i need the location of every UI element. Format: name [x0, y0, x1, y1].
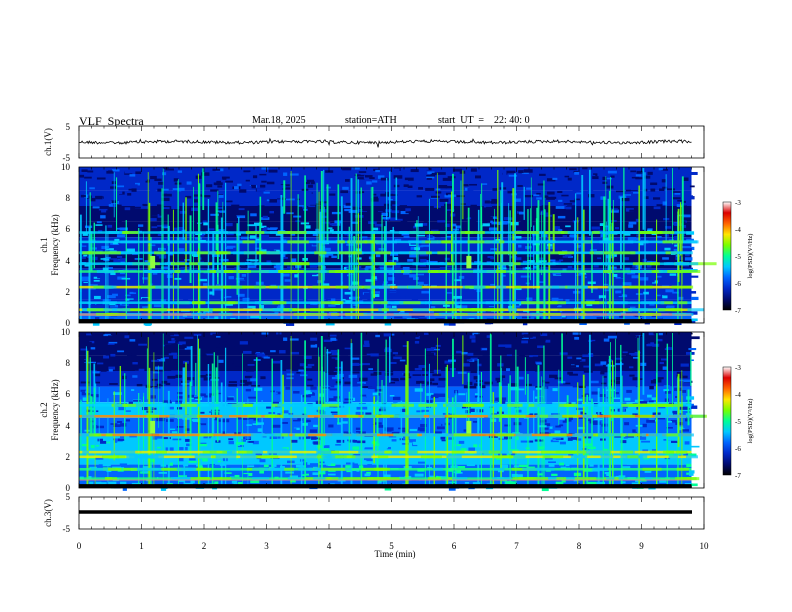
ch2-spec-ytick-10: 10	[61, 327, 71, 337]
ch1-spectrogram-panel: 0 2 4 6 8 10 ch.1 Frequency (kHz)	[39, 162, 717, 328]
ch3-waveform-ticks	[78, 497, 705, 529]
ch1-waveform-line	[78, 137, 692, 148]
x-tick-label: 6	[452, 541, 457, 551]
x-tick-label: 1	[139, 541, 144, 551]
x-tick-label: 4	[327, 541, 332, 551]
ch1-spec-ytick-4: 4	[66, 256, 71, 266]
ch1-cbar-tick-m5: -5	[735, 253, 741, 261]
ch3-waveform-ytick-bottom: -5	[63, 524, 71, 534]
ch2-cbar-tick-m7: -7	[735, 472, 741, 480]
ch3-waveform-panel: 5 -5 ch.3(V)	[43, 492, 705, 534]
ch2-spec-ytick-6: 6	[66, 389, 71, 399]
start-time-label: start UT = 22: 40: 0	[438, 115, 530, 126]
x-tick-label: 3	[264, 541, 269, 551]
ch1-colorbar: -3 -4 -5 -6 -7 log(PSD)(V²/Hz)	[722, 199, 754, 315]
ch2-spectrogram-panel: 0 2 4 6 8 10 ch.2 Frequency (kHz)	[39, 327, 707, 493]
ch1-spec-ytick-2: 2	[66, 287, 71, 297]
ch2-colorbar: -3 -4 -5 -6 -7 log(PSD)(V²/Hz)	[722, 364, 754, 480]
ch1-cbar-tick-m6: -6	[735, 280, 741, 288]
ch1-cbar-tick-m7: -7	[735, 307, 741, 315]
ch2-spec-ytick-4: 4	[66, 421, 71, 431]
ch2-spec-ylabel: ch.2	[39, 402, 49, 417]
ch1-spec-ytick-10: 10	[61, 162, 71, 172]
x-tick-label: 0	[77, 541, 82, 551]
ch1-spec-ytick-8: 8	[66, 193, 71, 203]
ch1-waveform-ytick-top: 5	[66, 122, 71, 132]
ch1-cbar-label: log(PSD)(V²/Hz)	[747, 234, 754, 279]
ch1-waveform-ticks	[78, 126, 705, 158]
ch1-waveform-panel: 5 -5 ch.1(V)	[43, 122, 705, 163]
ch1-cbar-tick-m4: -4	[735, 226, 741, 234]
ch2-cbar-tick-m5: -5	[735, 418, 741, 426]
x-tick-label: 5	[389, 541, 394, 551]
x-tick-label: 8	[577, 541, 582, 551]
ch2-cbar-tick-m4: -4	[735, 391, 741, 399]
x-axis: 0 1 2 3 4 5 6 7 8 9 10 Time (min)	[77, 541, 709, 559]
ch2-spec-ytick-0: 0	[66, 483, 71, 493]
ch1-waveform-ytick-bottom: -5	[63, 153, 71, 163]
ch2-spec-ytick-8: 8	[66, 358, 71, 368]
ch3-waveform-ytick-top: 5	[66, 492, 71, 502]
ch2-spectrogram-image	[79, 332, 707, 492]
ch1-waveform-ylabel: ch.1(V)	[43, 128, 53, 156]
x-tick-label: 7	[514, 541, 519, 551]
ch1-spectrogram-image	[79, 167, 717, 326]
x-axis-label: Time (min)	[375, 549, 416, 559]
ch1-spec-ytick-0: 0	[66, 318, 71, 328]
ch2-cbar-label: log(PSD)(V²/Hz)	[747, 399, 754, 444]
ch2-spec-ylabel-freq: Frequency (kHz)	[50, 379, 60, 440]
ch1-spec-ytick-6: 6	[66, 224, 71, 234]
date-label: Mar.18, 2025	[252, 115, 306, 126]
x-tick-label: 2	[202, 541, 207, 551]
x-tick-label: 10	[700, 541, 710, 551]
ch1-spec-ylabel-freq: Frequency (kHz)	[50, 214, 60, 275]
ch1-spectrogram-ticks	[78, 167, 705, 323]
ch2-spectrogram-ticks	[78, 332, 705, 488]
ch2-spec-ytick-2: 2	[66, 452, 71, 462]
ch1-spec-ylabel: ch.1	[39, 237, 49, 252]
ch2-cbar-tick-m3: -3	[735, 364, 741, 372]
ch3-waveform-ylabel: ch.3(V)	[43, 499, 53, 527]
plot-title: VLF Spectra	[79, 114, 144, 128]
x-tick-label: 9	[639, 541, 644, 551]
station-label: station=ATH	[345, 115, 397, 126]
ch1-cbar-tick-m3: -3	[735, 199, 741, 207]
ch2-cbar-tick-m6: -6	[735, 445, 741, 453]
